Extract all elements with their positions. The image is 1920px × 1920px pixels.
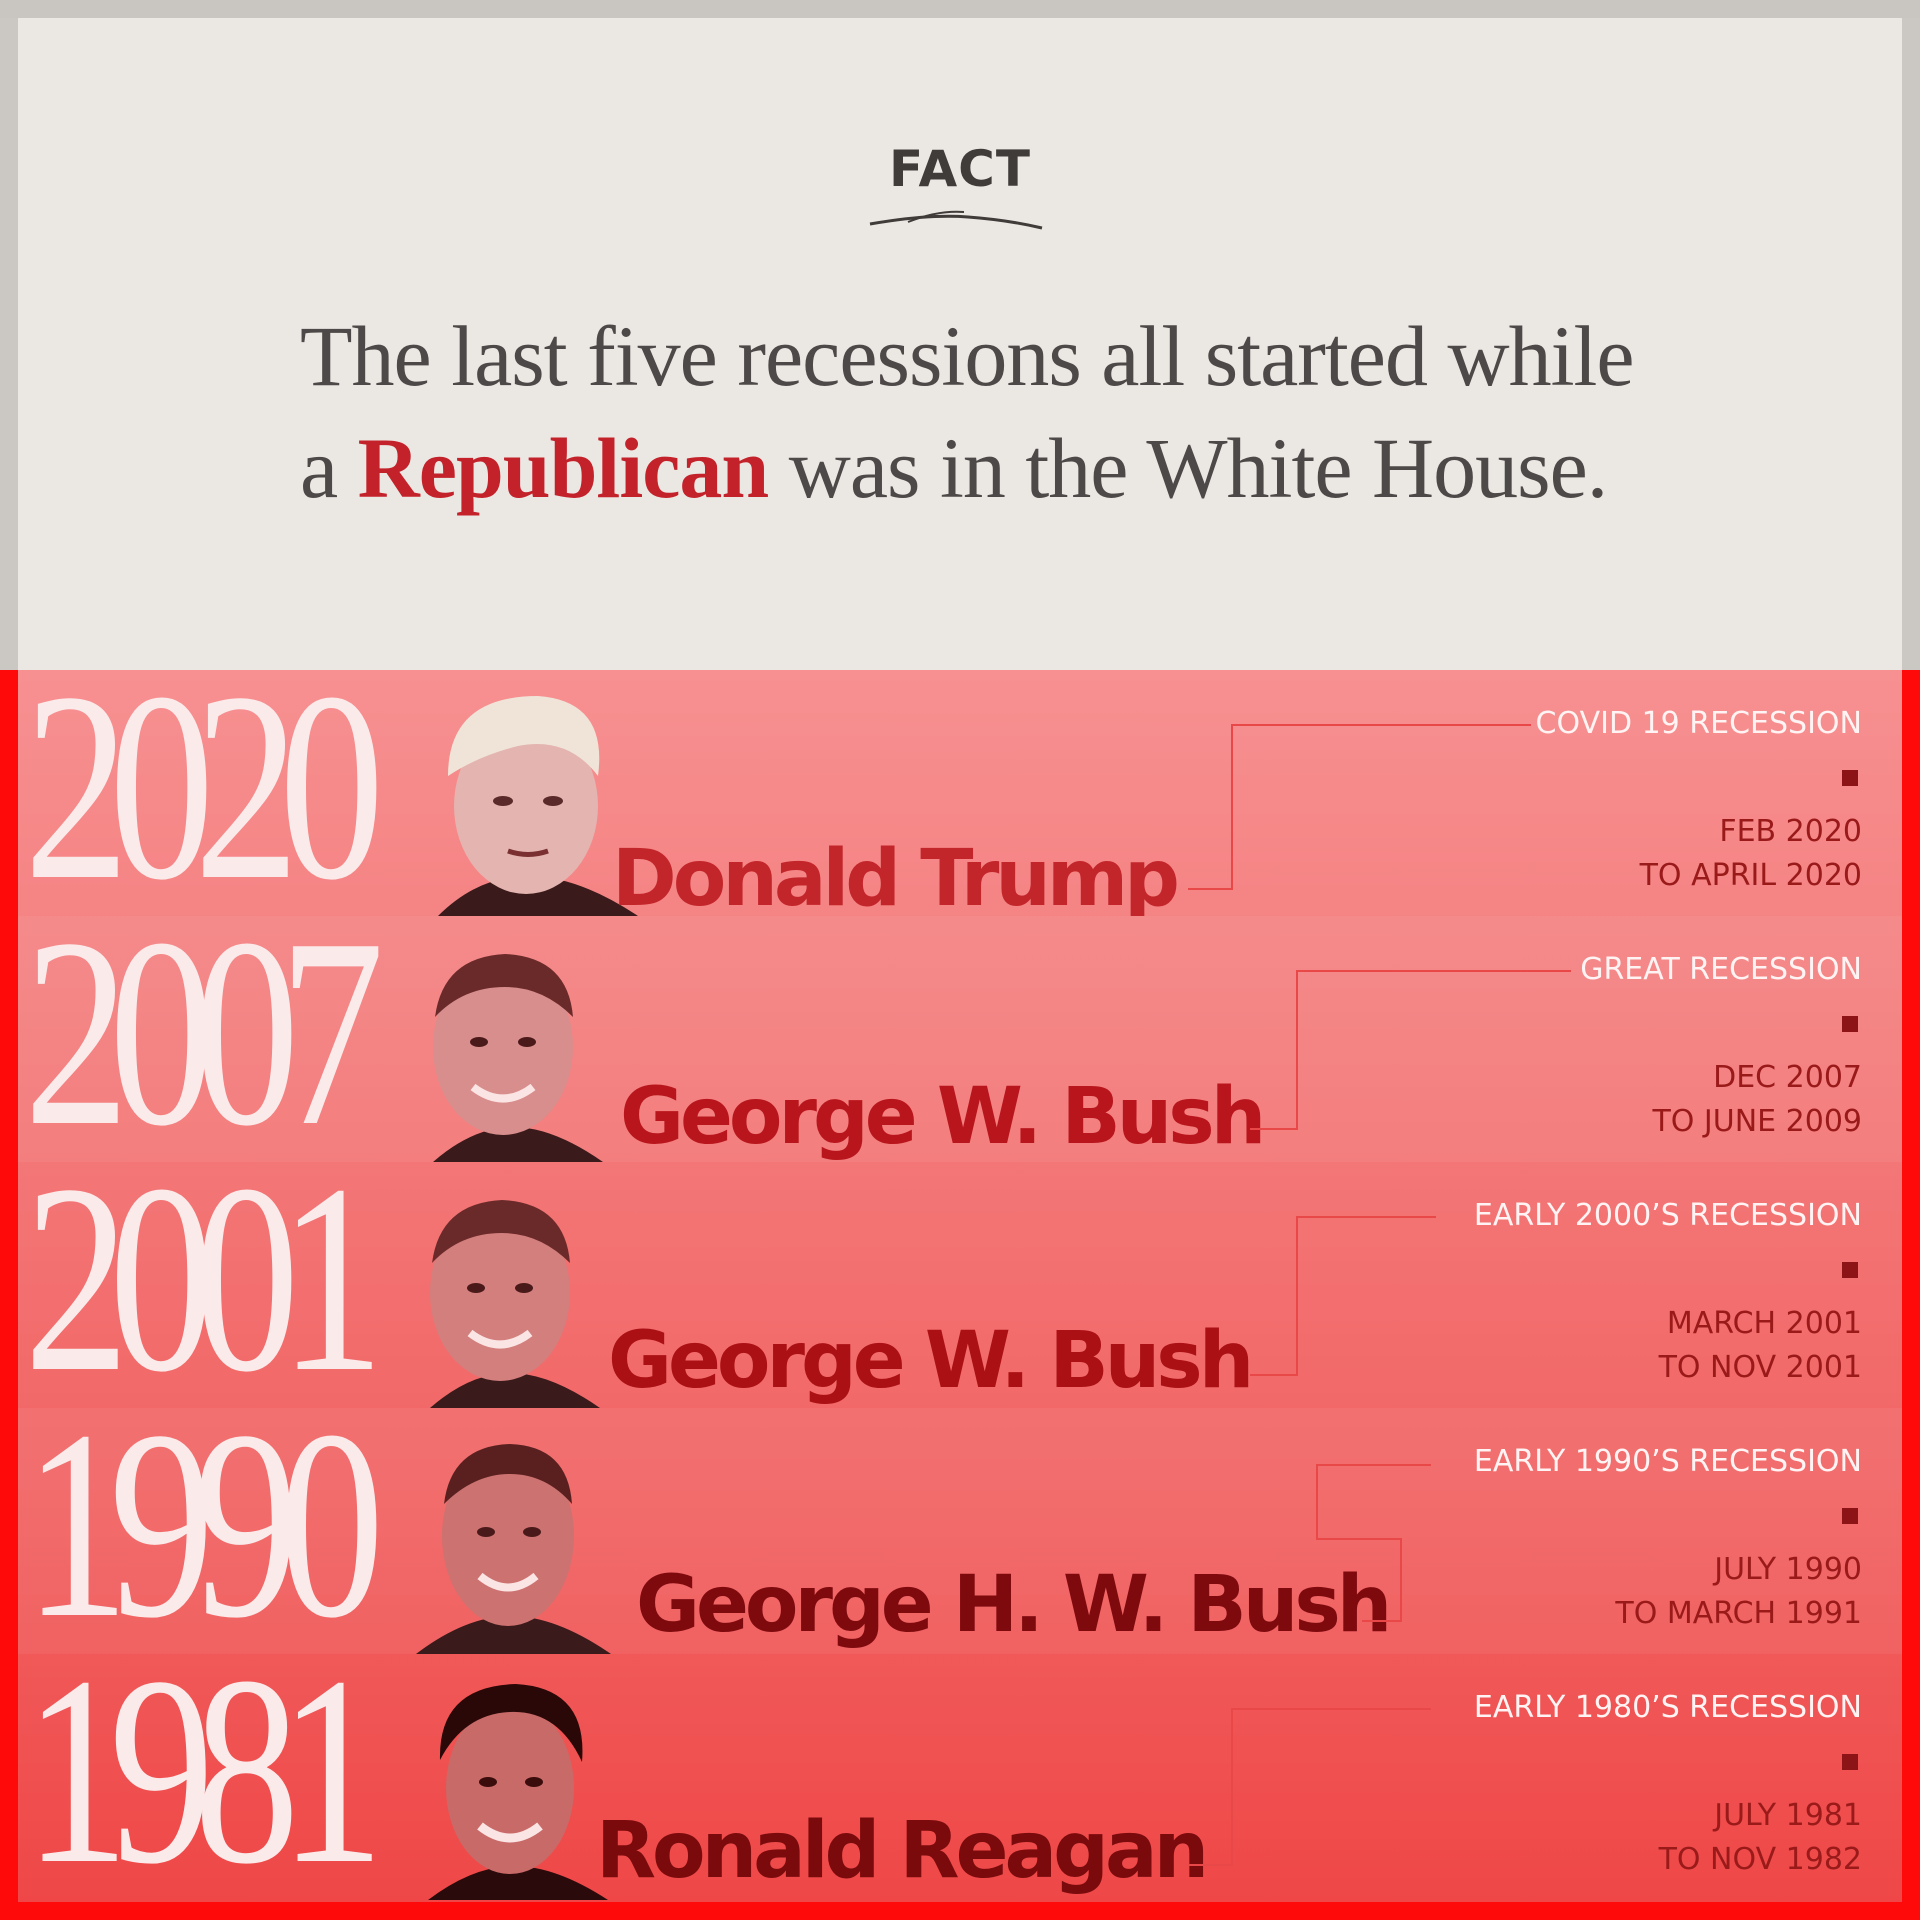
bracket-line: [1296, 1216, 1298, 1376]
president-name: Ronald Reagan: [596, 1806, 1209, 1896]
year-label: 1981: [24, 1654, 384, 1900]
bracket-line: [1296, 970, 1298, 1130]
bracket-top-line: [1231, 724, 1531, 726]
president-name: George W. Bush: [620, 1072, 1266, 1162]
portrait-george-h-w-bush: [396, 1424, 616, 1654]
recession-title: COVID 19 RECESSION: [1535, 706, 1862, 741]
president-name: George H. W. Bush: [636, 1560, 1392, 1650]
swoosh-underline-icon: [869, 210, 1043, 230]
fact-label: FACT: [889, 140, 1031, 198]
dates-start: JULY 1990: [1714, 1552, 1862, 1587]
recession-marker: [1842, 1508, 1858, 1524]
headline-line-1: The last five recessions all started whi…: [300, 308, 1635, 404]
recession-title: EARLY 2000’S RECESSION: [1473, 1198, 1862, 1233]
dates-start: FEB 2020: [1719, 814, 1862, 849]
recession-dates: JULY 1981 TO NOV 1982: [1659, 1794, 1862, 1882]
president-name: George W. Bush: [608, 1316, 1254, 1406]
bracket-bottom-line: [1250, 1374, 1298, 1376]
recession-title: EARLY 1990’S RECESSION: [1473, 1444, 1862, 1479]
recession-row: 2007 George W. Bush GREAT RECESSION DEC …: [18, 916, 1902, 1162]
recession-marker: [1842, 1016, 1858, 1032]
portrait-george-w-bush: [390, 1178, 610, 1408]
year-label: 2020: [24, 670, 384, 916]
bracket-top-line: [1231, 1708, 1431, 1710]
bracket-top-line: [1316, 1464, 1431, 1466]
dates-start: DEC 2007: [1713, 1060, 1862, 1095]
dates-end: TO APRIL 2020: [1639, 858, 1862, 893]
bracket-mid-line: [1316, 1538, 1402, 1540]
recession-row: 2020 Donald Trump COVID 19 RECESSION FEB…: [18, 670, 1902, 916]
header-panel: [18, 18, 1902, 670]
year-label: 2007: [24, 916, 384, 1162]
timeline-inner: 2020 Donald Trump COVID 19 RECESSION FEB…: [18, 670, 1902, 1902]
recession-title: GREAT RECESSION: [1580, 952, 1862, 987]
dates-start: MARCH 2001: [1666, 1306, 1862, 1341]
recession-row: 1981 Ronald Reagan EARLY 1980’S RECESSIO…: [18, 1654, 1902, 1900]
top-edge: [0, 0, 1920, 18]
president-name: Donald Trump: [612, 834, 1180, 916]
bracket-bottom-line: [1188, 888, 1233, 890]
recession-dates: FEB 2020 TO APRIL 2020: [1640, 810, 1862, 898]
recession-marker: [1842, 1754, 1858, 1770]
dates-end: TO NOV 2001: [1658, 1350, 1862, 1385]
portrait-donald-trump: [418, 686, 638, 916]
bracket-top-line: [1296, 1216, 1436, 1218]
recession-row: 2001 George W. Bush EARLY 2000’S RECESSI…: [18, 1162, 1902, 1408]
recession-dates: JULY 1990 TO MARCH 1991: [1615, 1548, 1862, 1636]
recession-marker: [1842, 1262, 1858, 1278]
portrait-george-w-bush: [393, 932, 613, 1162]
bracket-line: [1231, 724, 1233, 890]
bracket-line: [1231, 1708, 1233, 1866]
bracket-top-line: [1296, 970, 1571, 972]
recession-row: 1990 George H. W. Bush EARLY 1990’S RECE…: [18, 1408, 1902, 1654]
year-label: 2001: [24, 1162, 384, 1408]
dates-end: TO JUNE 2009: [1652, 1104, 1862, 1139]
timeline-panel: 2020 Donald Trump COVID 19 RECESSION FEB…: [0, 670, 1920, 1920]
headline-prefix: a: [300, 420, 358, 516]
bracket-line-lower: [1400, 1538, 1402, 1622]
year-label: 1990: [24, 1408, 384, 1654]
recession-dates: DEC 2007 TO JUNE 2009: [1652, 1056, 1862, 1144]
dates-end: TO NOV 1982: [1658, 1842, 1862, 1877]
headline-suffix: was in the White House.: [768, 420, 1609, 516]
dates-start: JULY 1981: [1714, 1798, 1862, 1833]
recession-marker: [1842, 770, 1858, 786]
bracket-bottom-line: [1188, 1864, 1233, 1866]
bracket-bottom-line: [1362, 1620, 1402, 1622]
recession-title: EARLY 1980’S RECESSION: [1473, 1690, 1862, 1725]
bracket-bottom-line: [1250, 1128, 1298, 1130]
dates-end: TO MARCH 1991: [1615, 1596, 1862, 1631]
portrait-ronald-reagan: [398, 1670, 618, 1900]
bracket-line: [1316, 1464, 1318, 1540]
recession-dates: MARCH 2001 TO NOV 2001: [1659, 1302, 1862, 1390]
headline-line-2: a Republican was in the White House.: [300, 412, 1700, 524]
headline: The last five recessions all started whi…: [300, 300, 1700, 524]
headline-accent: Republican: [357, 420, 770, 516]
